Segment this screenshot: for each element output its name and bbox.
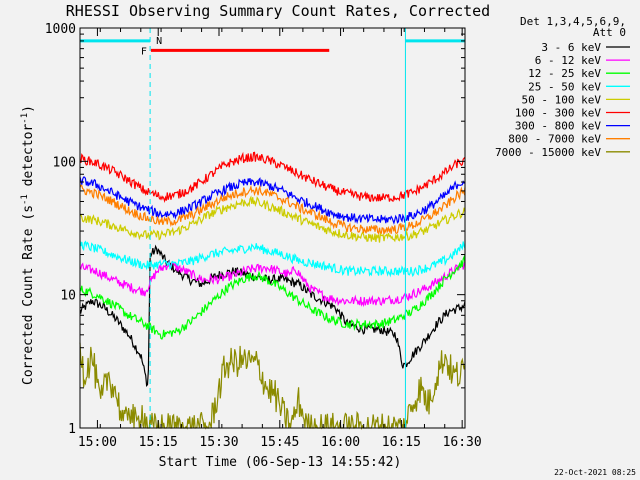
night-flag-label: N [156, 36, 162, 47]
series-line-8 [79, 342, 466, 431]
series-line-6 [79, 176, 466, 225]
y-tick-label: 1 [68, 422, 76, 437]
y-axis-label-sup2: -1 [20, 113, 30, 124]
legend-entry: 12 - 25 keV [528, 67, 630, 80]
series-line-0 [79, 244, 466, 388]
x-tick-label: 16:30 [443, 435, 482, 450]
y-axis-label-main: Corrected Count Rate (s [21, 205, 36, 385]
y-axis-label-sup1: -1 [20, 194, 30, 205]
series-line-1 [79, 260, 466, 308]
legend-entry: 7000 - 15000 keV [495, 146, 630, 159]
plot-frame [79, 27, 466, 429]
x-tick-label: 16:00 [321, 435, 360, 450]
series-line-4 [79, 195, 466, 243]
x-tick-label: 15:30 [199, 435, 238, 450]
legend-entry: 300 - 800 keV [515, 120, 630, 133]
legend-entry: 25 - 50 keV [528, 80, 630, 93]
y-tick-label: 1000 [45, 22, 76, 37]
legend-entry: 800 - 7000 keV [508, 133, 630, 146]
x-tick-label: 15:45 [260, 435, 299, 450]
chart-title: RHESSI Observing Summary Count Rates, Co… [66, 2, 490, 20]
x-axis-label: Start Time (06-Sep-13 14:55:42) [159, 455, 402, 470]
x-tick-label: 16:15 [382, 435, 421, 450]
flare-flag-label: F [141, 46, 147, 57]
legend-header-line: Det 1,3,4,5,6,9, [520, 15, 626, 28]
timestamp-label: 22-Oct-2021 08:25 [554, 468, 636, 477]
legend-entry: 100 - 300 keV [515, 107, 630, 120]
legend-entry-label: 12 - 25 keV [528, 67, 601, 80]
y-axis-label-mid: detector [21, 124, 36, 195]
legend-entry-label: 25 - 50 keV [528, 80, 601, 93]
legend-entry-label: 100 - 300 keV [515, 107, 601, 120]
series-line-7 [79, 184, 466, 235]
legend-entry: 3 - 6 keV [541, 41, 630, 54]
legend-entry-label: 6 - 12 keV [535, 54, 602, 67]
legend-entry: 50 - 100 keV [522, 93, 630, 106]
axes: 15:00 15:15 15:30 15:45 16:00 16:15 16:30 1 10 10… [45, 22, 482, 450]
x-tick-label: 15:00 [78, 435, 117, 450]
legend-header-line: Att 0 [593, 26, 626, 39]
plot-area: NF [79, 28, 466, 431]
x-tick-label: 15:15 [139, 435, 178, 450]
y-axis-label: Corrected Count Rate (s-1 detector-1) [20, 105, 36, 385]
legend-entry-label: 800 - 7000 keV [508, 133, 601, 146]
y-axis-label-end: ) [21, 105, 36, 113]
legend-entry: 6 - 12 keV [535, 54, 630, 67]
y-tick-label: 10 [60, 289, 76, 304]
legend-entry-label: 300 - 800 keV [515, 120, 601, 133]
series-line-2 [79, 254, 466, 340]
legend-entry-label: 3 - 6 keV [541, 41, 601, 54]
y-tick-label: 100 [53, 155, 76, 170]
series-line-3 [79, 240, 466, 278]
series-line-5 [79, 151, 466, 203]
legend-entry-label: 7000 - 15000 keV [495, 146, 601, 159]
legend-entry-label: 50 - 100 keV [522, 93, 602, 106]
